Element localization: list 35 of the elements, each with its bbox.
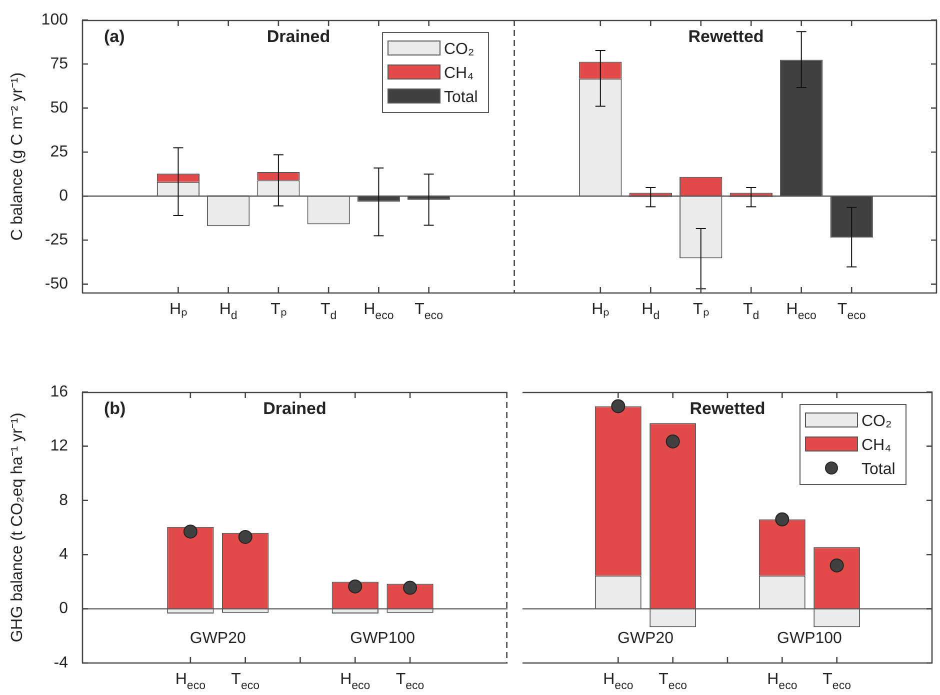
chart-title: Rewetted <box>690 399 766 418</box>
y-axis-title: C balance (g C m⁻² yr⁻¹) <box>9 72 26 241</box>
text: (b) <box>104 399 126 418</box>
y-tick-label: 4 <box>59 546 68 564</box>
y-tick-label: 0 <box>59 600 68 618</box>
legend-label: CO₂ <box>862 413 892 430</box>
y-tick-label: -25 <box>44 232 68 249</box>
y-tick-label: 25 <box>50 144 68 161</box>
y-axis-title: GHG balance (t CO₂eq ha⁻¹ yr⁻¹) <box>9 412 26 642</box>
x-tick-label: Tₚ <box>692 301 709 318</box>
legend-label: Total <box>862 461 896 478</box>
y-tick-label: 16 <box>50 383 68 400</box>
x-tick-label: Hₚ <box>169 301 188 318</box>
y-tick-label: -4 <box>54 654 68 672</box>
text: (a) <box>104 27 125 46</box>
y-tick-label: 100 <box>41 11 68 28</box>
annotation: GWP100 <box>350 630 416 647</box>
annotation: GWP100 <box>777 630 842 647</box>
chart-title: Drained <box>266 27 330 46</box>
y-tick-label: 0 <box>59 188 68 205</box>
legend-label: CH₄ <box>862 437 892 454</box>
x-tick-label: Hₚ <box>592 301 610 318</box>
annotation: GWP20 <box>617 630 674 647</box>
x-tick-label: Tₚ <box>270 301 286 318</box>
y-tick-label: -50 <box>44 276 68 293</box>
y-tick-label: 75 <box>50 55 68 72</box>
legend-label: Total <box>444 89 478 106</box>
y-tick-label: 12 <box>50 438 68 455</box>
annotation: GWP20 <box>190 630 246 647</box>
chart-title: Rewetted <box>688 27 764 46</box>
legend-label: CH₄ <box>444 65 474 82</box>
y-tick-label: 50 <box>50 99 68 116</box>
legend-label: CO₂ <box>444 41 474 58</box>
chart-title: Drained <box>263 399 326 418</box>
y-tick-label: 8 <box>59 492 68 509</box>
